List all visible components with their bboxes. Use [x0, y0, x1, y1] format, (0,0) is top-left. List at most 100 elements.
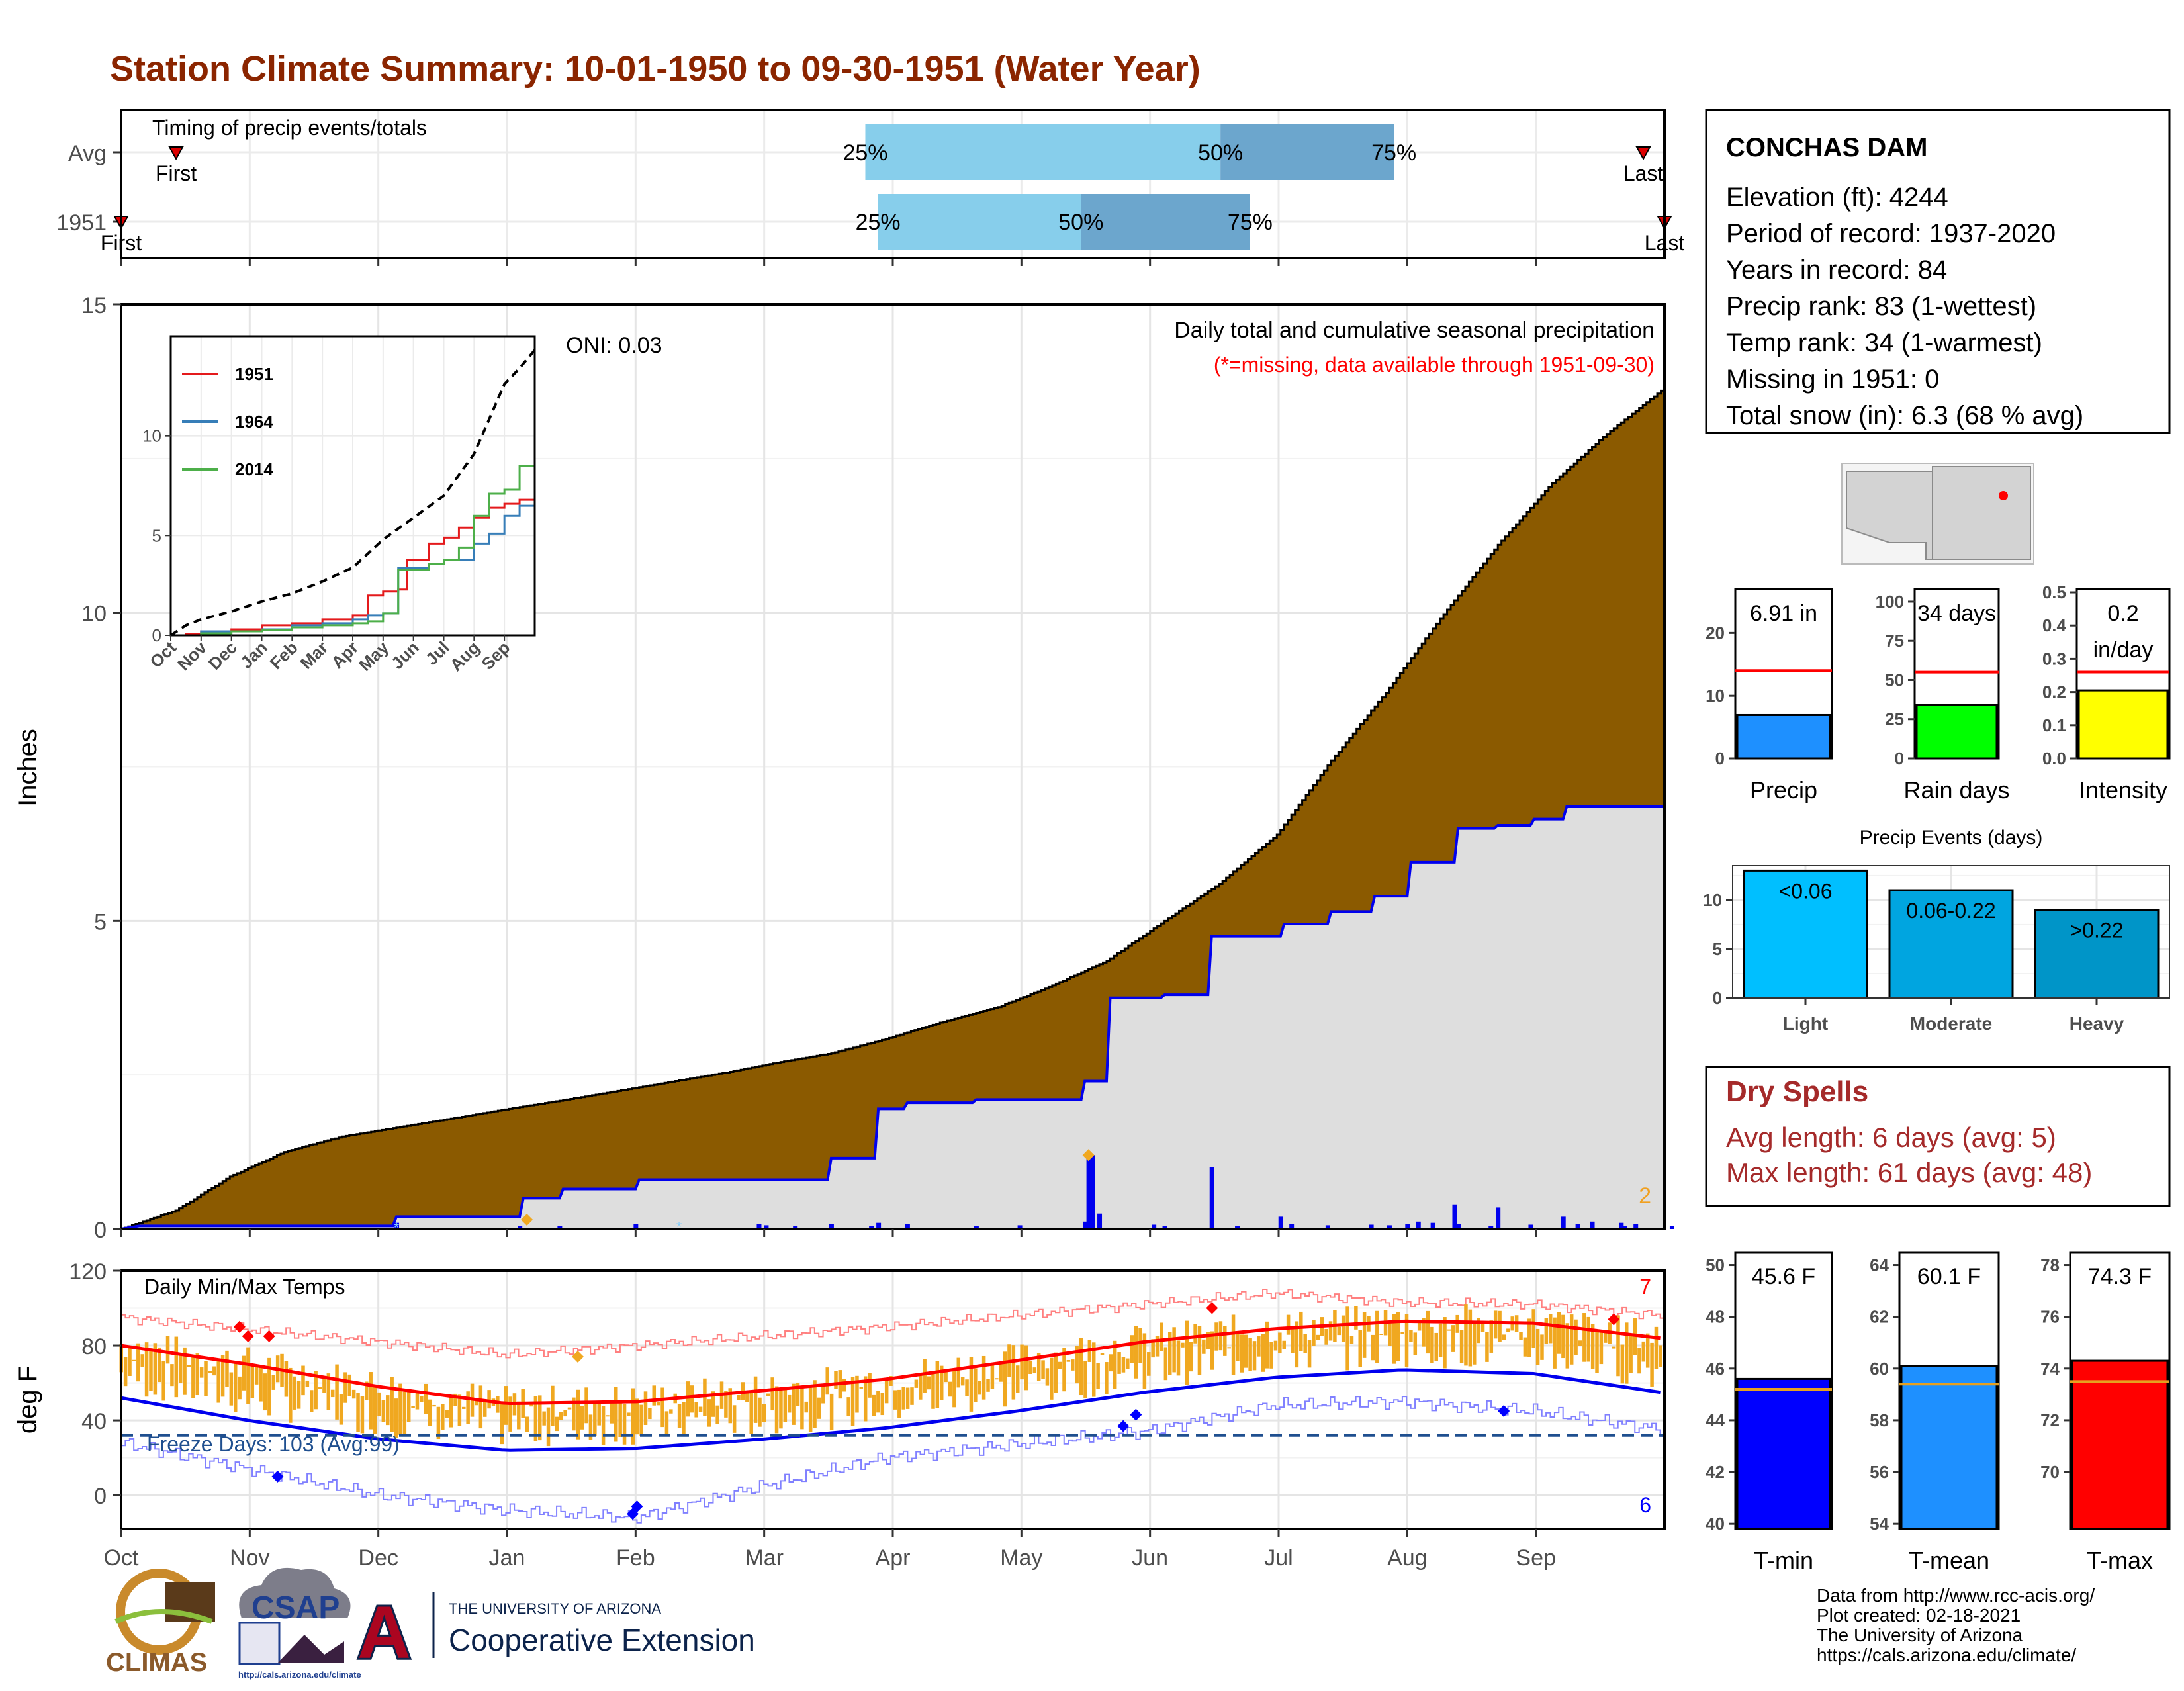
- daily-precip-bar: [1669, 1226, 1674, 1229]
- record-low-marker: [631, 1500, 643, 1513]
- daily-temp-range-bar: [462, 1406, 466, 1409]
- precip-events-bar: [2034, 909, 2160, 999]
- precip-events-category-label: Light: [1783, 1013, 1828, 1034]
- daily-temp-range-bar: [314, 1371, 318, 1410]
- daily-precip-bar: [1575, 1224, 1580, 1229]
- daily-temp-range-bar: [939, 1365, 944, 1400]
- daily-temp-range-bar: [1160, 1322, 1163, 1351]
- daily-temp-range-bar: [606, 1415, 610, 1417]
- record-high-line: [121, 1289, 1665, 1359]
- daily-temp-range-bar: [622, 1404, 627, 1445]
- daily-temp-range-bar: [1477, 1318, 1480, 1344]
- daily-temp-range-bar: [981, 1355, 986, 1400]
- daily-precip-bar: [1561, 1216, 1566, 1229]
- precip-events-y-tick-label: 5: [1713, 939, 1722, 959]
- intensity-y-tick-label: 0.3: [2042, 649, 2066, 668]
- precip-events-bar: [1888, 889, 2014, 999]
- precip-events-bar-label: <0.06: [1779, 879, 1833, 903]
- daily-temp-range-bar: [1379, 1334, 1383, 1336]
- daily-temp-range-bar: [1422, 1318, 1426, 1347]
- daily-temp-range-bar: [1616, 1315, 1620, 1377]
- page-title: Station Climate Summary: 10-01-1950 to 0…: [110, 49, 1201, 89]
- oni-label: ONI: 0.03: [566, 333, 662, 358]
- precip_total-y-tick-label: 0: [1715, 749, 1725, 768]
- timing-p25-label: 25%: [842, 140, 887, 165]
- daily-temp-range-bar: [1050, 1357, 1054, 1400]
- tmax-value-bar: [2071, 1359, 2169, 1530]
- daily-temp-range-bar: [225, 1350, 229, 1387]
- daily-temp-range-bar: [804, 1401, 809, 1413]
- daily-temp-range-bar: [1604, 1330, 1608, 1343]
- daily-temp-range-bar: [1459, 1330, 1464, 1363]
- dry-spells-box: Dry Spells Avg length: 6 days (avg: 5) M…: [1705, 1066, 2171, 1207]
- daily-temp-range-bar: [208, 1371, 212, 1373]
- daily-temp-range-bar: [1650, 1342, 1654, 1387]
- temp-orange-marker: [572, 1351, 584, 1363]
- daily-temp-range-bar: [868, 1373, 872, 1398]
- daily-temp-range-bar: [289, 1367, 293, 1423]
- daily-temp-range-bar: [356, 1393, 360, 1432]
- daily-precip-bar: [1086, 1158, 1091, 1229]
- timing-last-label: Last: [1623, 161, 1664, 185]
- daily-temp-range-bar: [551, 1385, 555, 1426]
- daily-temp-range-bar: [1438, 1323, 1443, 1357]
- daily-temp-range-bar: [610, 1402, 614, 1424]
- daily-temp-range-bar: [1015, 1365, 1020, 1393]
- daily-temp-range-bar: [935, 1361, 940, 1408]
- daily-precip-bar: [869, 1226, 874, 1229]
- station-detail-line: Elevation (ft): 4244: [1726, 183, 1948, 212]
- footer-line: Plot created: 02-18-2021: [1817, 1605, 2021, 1625]
- daily-temp-range-bar: [475, 1399, 478, 1406]
- daily-temp-range-bar: [627, 1412, 631, 1416]
- daily-temp-range-bar: [449, 1396, 453, 1428]
- daily-temp-range-bar: [310, 1390, 314, 1412]
- daily-temp-range-bar: [1011, 1345, 1016, 1400]
- daily-temp-range-bar: [546, 1407, 551, 1447]
- footer-line: https://cals.arizona.edu/climate/: [1817, 1645, 2076, 1665]
- tmean-y-tick-label: 64: [1870, 1256, 1889, 1275]
- daily-temp-range-bar: [1096, 1363, 1100, 1389]
- daily-temp-range-bar: [1151, 1339, 1155, 1358]
- temp-x-tick-label: Nov: [230, 1545, 269, 1571]
- locator-map: [1841, 463, 2034, 565]
- daily-temp-range-bar: [1506, 1328, 1510, 1332]
- daily-temp-range-bar: [1519, 1332, 1523, 1340]
- daily-temp-range-bar: [1257, 1336, 1261, 1357]
- temp-y-tick-label: 120: [69, 1259, 107, 1285]
- daily-temp-range-bar: [813, 1380, 817, 1428]
- daily-temp-range-bar: [1557, 1312, 1561, 1354]
- daily-temp-range-bar: [432, 1404, 436, 1407]
- daily-temp-range-bar: [774, 1386, 779, 1434]
- daily-temp-range-bar: [496, 1396, 500, 1413]
- daily-precip-bar: [1162, 1226, 1167, 1229]
- temp-x-tick-label: Mar: [745, 1545, 784, 1571]
- daily-temp-range-bar: [669, 1409, 673, 1414]
- daily-temp-range-bar: [1295, 1321, 1299, 1368]
- dry-spells-avg: Avg length: 6 days (avg: 5): [1726, 1122, 2056, 1153]
- daily-temp-range-bar: [373, 1384, 377, 1434]
- tmin-y-tick-label: 44: [1706, 1410, 1725, 1430]
- inset-series-line-2014: [171, 439, 536, 637]
- daily-temp-range-bar: [1434, 1332, 1438, 1361]
- daily-temp-range-bar: [889, 1376, 893, 1386]
- daily-temp-range-bar: [893, 1390, 897, 1410]
- daily-temp-range-bar: [846, 1397, 850, 1416]
- temp-x-tick-label: Jun: [1132, 1545, 1168, 1571]
- daily-temp-range-bar: [1502, 1334, 1506, 1340]
- daily-temp-range-bar: [178, 1355, 183, 1383]
- daily-temp-range-bar: [1612, 1346, 1616, 1349]
- daily-temp-range-bar: [897, 1389, 901, 1418]
- daily-temp-range-bar: [453, 1393, 457, 1406]
- daily-temp-range-bar: [635, 1398, 639, 1435]
- daily-temp-range-bar: [923, 1359, 927, 1393]
- daily-temp-range-bar: [343, 1372, 347, 1403]
- daily-temp-range-bar: [424, 1383, 428, 1414]
- daily-temp-range-bar: [783, 1387, 788, 1422]
- timing-p50-label: 50%: [1058, 210, 1103, 235]
- daily-temp-range-bar: [1590, 1324, 1595, 1369]
- daily-temp-range-bar: [563, 1410, 567, 1417]
- daily-temp-range-bar: [136, 1343, 140, 1382]
- tmax-axis-label: T-max: [2087, 1547, 2153, 1574]
- rain_days-axis-label: Rain days: [1903, 776, 2009, 803]
- daily-temp-range-bar: [850, 1377, 855, 1426]
